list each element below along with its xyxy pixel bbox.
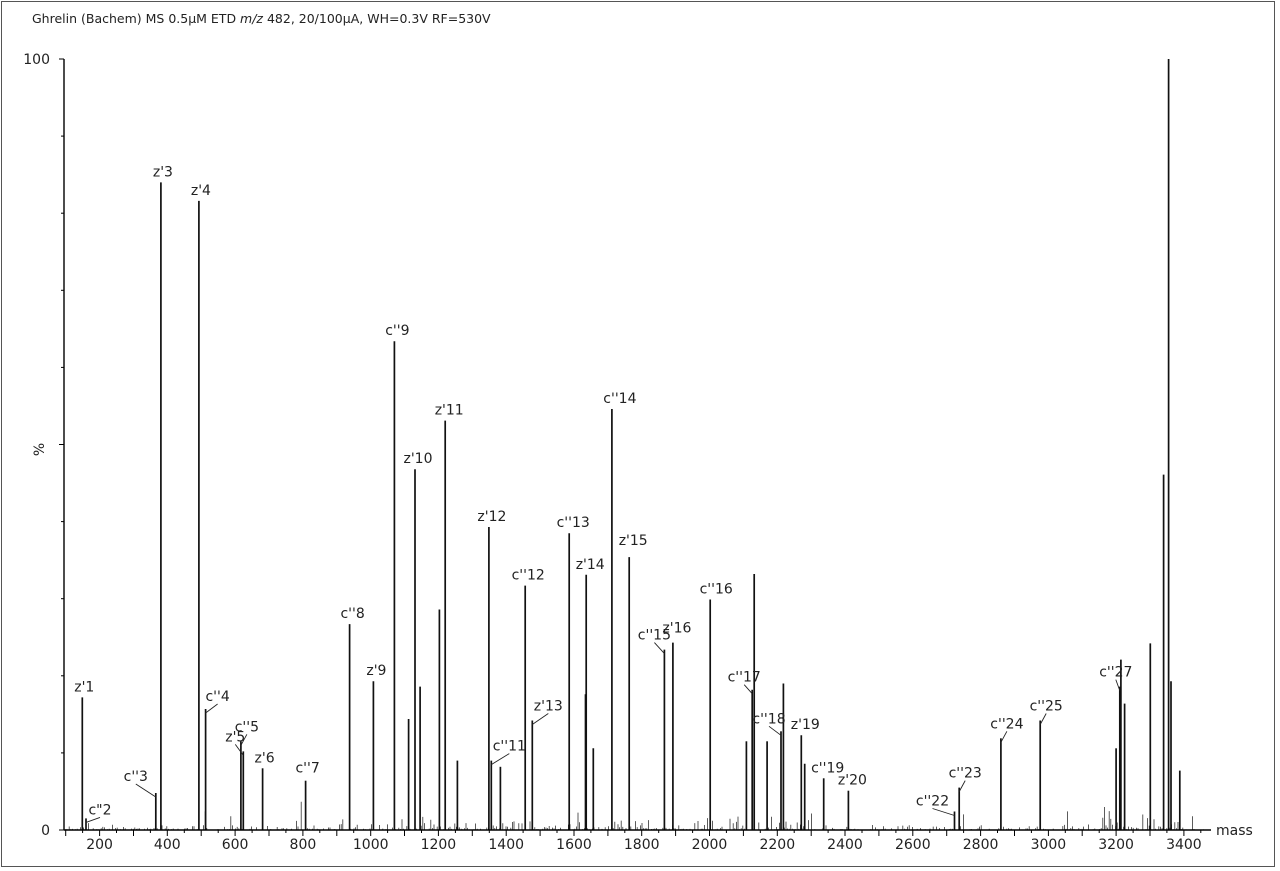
x-tick-label: 2200 — [759, 837, 795, 853]
y-tick-label: 0 — [41, 823, 50, 839]
peak-label: z'14 — [576, 557, 605, 573]
title-prefix: Ghrelin (Bachem) MS 0.5µM ETD — [32, 11, 241, 26]
x-tick-label: 1600 — [556, 837, 592, 853]
peak-leader-line — [532, 713, 549, 725]
peak-label: z'10 — [403, 451, 432, 467]
peak-leader-line — [1115, 679, 1121, 691]
x-tick-label: 2600 — [895, 837, 931, 853]
x-tick-label: 1200 — [421, 837, 457, 853]
x-tick-label: 600 — [222, 837, 249, 853]
peak-leader-line — [135, 783, 157, 798]
peak-label: c''25 — [1030, 699, 1063, 715]
peak-label: c''16 — [700, 582, 733, 598]
x-tick-label: 3000 — [1031, 837, 1067, 853]
peak-label: c''18 — [752, 711, 785, 727]
peak-label: c''8 — [340, 606, 364, 622]
peak-label: c''7 — [295, 761, 319, 777]
peak-leader-line — [654, 642, 665, 654]
x-tick-label: 1800 — [624, 837, 660, 853]
peak-label: z'9 — [366, 663, 386, 679]
peak-label: c''13 — [557, 515, 590, 531]
peak-label: c''5 — [235, 719, 259, 735]
peak-label: c''11 — [493, 739, 526, 755]
peak-label: c''14 — [603, 391, 636, 407]
peak-label: c''22 — [916, 794, 949, 810]
peak-marks — [81, 59, 1181, 830]
peak-label: z'19 — [791, 717, 820, 733]
y-ticks: 100% 0 — [23, 52, 64, 839]
peak-leader-line — [1000, 731, 1008, 743]
peak-label: z'3 — [153, 164, 173, 180]
peak-label: c"2 — [88, 802, 111, 818]
peak-leader-line — [932, 808, 955, 816]
y-tick-label: 100 — [23, 52, 50, 68]
peak-label: c''9 — [385, 323, 409, 339]
baseline-noise — [65, 801, 1204, 830]
peak-label: z'5 — [225, 729, 245, 745]
x-tick-label: 400 — [154, 837, 181, 853]
title-mz: m/z — [240, 11, 263, 26]
peak-label: z'16 — [662, 621, 691, 637]
peak-leader-line — [234, 744, 244, 756]
peak-leader-line — [205, 703, 218, 714]
peak-labels: z'1 c"2 c''3 z'3 z'4 c''4 c''5z'5 z'6 c''7 c''8 z'… — [74, 164, 1132, 823]
peak-leader-line — [85, 816, 101, 823]
peak-leader-line — [768, 725, 782, 736]
x-tick-label: 2800 — [963, 837, 999, 853]
noise-peaks — [65, 801, 1204, 830]
peak-label: z'15 — [619, 533, 648, 549]
peak-leader-line — [1039, 713, 1047, 725]
peak-label: c''19 — [811, 760, 844, 776]
x-ticks: 200 400 600 800 1000 1200 1400 1600 1800 2000 2200… — [65, 830, 1202, 853]
x-tick-label: 1400 — [488, 837, 524, 853]
x-tick-label: 1000 — [353, 837, 389, 853]
x-axis-label: mass — [1216, 823, 1253, 839]
peak-label: z'1 — [74, 679, 94, 695]
x-tick-label: 2000 — [692, 837, 728, 853]
peak-label: z'11 — [435, 403, 464, 419]
peak-label: z'12 — [477, 509, 506, 525]
peak-label: c''3 — [124, 769, 148, 785]
peak-leader-line — [240, 734, 248, 746]
peak-leader-line — [743, 684, 753, 694]
x-tick-label: 3200 — [1098, 837, 1134, 853]
peak-label: c''15 — [638, 628, 671, 644]
title-suffix: 482, 20/100µA, WH=0.3V RF=530V — [263, 11, 491, 26]
peak-label: c''24 — [990, 716, 1023, 732]
peak-label: z'13 — [534, 699, 563, 715]
x-tick-label: 2400 — [827, 837, 863, 853]
x-tick-label: 200 — [86, 837, 113, 853]
peak-leader-line — [958, 780, 966, 792]
peak-label: c''4 — [205, 689, 229, 705]
peak-leader-line — [491, 753, 510, 765]
peak-label: z'4 — [191, 183, 211, 199]
x-tick-label: 800 — [290, 837, 317, 853]
peak-label: c''12 — [512, 568, 545, 584]
y-tick-label: % — [32, 443, 48, 456]
peak-label: z'6 — [255, 750, 275, 766]
peak-label: c''23 — [949, 766, 982, 782]
peak-label: c''27 — [1099, 665, 1132, 681]
x-tick-label: 3400 — [1166, 837, 1202, 853]
chart-title: Ghrelin (Bachem) MS 0.5µM ETD m/z 482, 2… — [32, 11, 491, 26]
peak-label: z'20 — [838, 773, 867, 789]
peak-label: c''17 — [728, 670, 761, 686]
